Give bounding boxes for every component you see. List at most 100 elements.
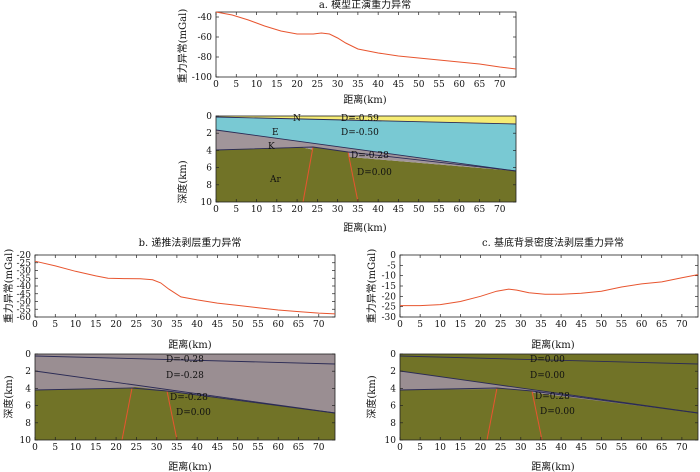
y-tick-label: -15: [382, 282, 397, 292]
layer-ar: [35, 387, 335, 440]
x-tick-label: 30: [332, 80, 344, 90]
x-tick-label: 70: [313, 320, 325, 330]
x-tick-label: 40: [191, 320, 203, 330]
basement-top-line: [399, 387, 699, 414]
x-tick-label: 10: [435, 320, 447, 330]
panel-a-gravity-plot: 0 5 10 15 20 25 30 35 40 45 50 55 60 65 70 -40 -60 -80 -10…: [192, 11, 517, 90]
k-top-line: [399, 370, 699, 414]
x-tick-label: 10: [70, 443, 82, 453]
y-tick-label: 4: [206, 146, 212, 156]
y-tick-label: 2: [206, 129, 212, 139]
x-tick-label: 55: [616, 320, 628, 330]
x-tick-label: 45: [393, 80, 405, 90]
x-tick-label: 30: [151, 443, 163, 453]
e-top-line: [215, 116, 517, 125]
y-tick-label: -30: [382, 313, 397, 323]
x-tick-label: 10: [70, 320, 82, 330]
y-tick-label: 8: [206, 181, 212, 191]
gravity-anomaly-curve: [400, 274, 699, 307]
panel-a-gravity-ylabel: 重力异常(mGal): [176, 9, 189, 84]
y-tick-label: 0: [206, 112, 212, 122]
x-tick-label: 70: [494, 205, 506, 215]
plot-frame: [34, 353, 336, 441]
x-tick-label: 35: [535, 443, 547, 453]
x-tick-label: 70: [676, 320, 688, 330]
y-tick-label: 4: [390, 384, 396, 394]
y-tick-label: -40: [17, 282, 32, 292]
density-label-2: D=0.00: [530, 371, 565, 381]
y-tick-label: -20: [382, 292, 397, 302]
x-tick-label: 45: [575, 320, 587, 330]
panel-b-gravity-plot: 0 5 10 15 20 25 30 35 40 45 50 55 60 65 70 -20-25-30-35…: [17, 251, 336, 330]
density-label-1: D=-0.28: [166, 355, 204, 365]
fault-right: [531, 390, 543, 441]
x-tick-label: 25: [495, 320, 507, 330]
fault-left: [121, 387, 133, 441]
x-tick-label: 50: [596, 320, 608, 330]
fault-right: [347, 151, 359, 203]
k-top-line: [34, 370, 336, 414]
basement-high: [303, 147, 358, 202]
density-label-e: D=-0.50: [341, 128, 379, 138]
k-top-line: [215, 129, 517, 172]
x-tick-label: 45: [212, 443, 224, 453]
density-label-ar: D=0.00: [357, 168, 392, 178]
x-tick-label: 45: [212, 320, 224, 330]
y-tick-label: -5: [387, 261, 396, 271]
y-tick-label: 6: [390, 402, 396, 412]
basement-top-line: [215, 146, 517, 172]
x-tick-label: 60: [636, 443, 648, 453]
x-tick-label: 50: [413, 80, 425, 90]
x-tick-label: 60: [454, 205, 466, 215]
panel-c-section-ylabel: 深度(km): [365, 375, 378, 418]
panel-c-gravity-xlabel: 距离(km): [531, 338, 574, 351]
y-tick-label: 8: [25, 419, 31, 429]
panel-c-gravity-ylabel: 重力异常(mGal): [365, 249, 378, 324]
x-tick-label: 35: [171, 443, 183, 453]
layer-label-e: E: [272, 128, 279, 138]
x-tick-label: 25: [131, 443, 143, 453]
plot-frame: [34, 254, 336, 318]
x-tick-label: 0: [32, 443, 38, 453]
panel-c-gravity-plot: 0 5 10 15 20 25 30 35 40 45 50 55 60 65 700-5-10-15-20…: [382, 251, 699, 330]
x-tick-label: 20: [110, 320, 122, 330]
x-tick-label: 5: [52, 320, 58, 330]
y-tick-label: 8: [390, 419, 396, 429]
y-tick-label: 2: [25, 367, 31, 377]
x-tick-label: 30: [515, 320, 527, 330]
x-tick-label: 15: [455, 320, 467, 330]
x-tick-label: 10: [435, 443, 447, 453]
x-tick-label: 30: [332, 205, 344, 215]
e-top-line: [34, 355, 336, 365]
y-tick-label: 0: [390, 350, 396, 360]
y-tick-label: 4: [25, 384, 31, 394]
layer-label-k: K: [268, 142, 275, 152]
density-label-k: D=-0.28: [351, 151, 389, 161]
x-tick-label: 5: [417, 320, 423, 330]
x-tick-label: 40: [372, 205, 384, 215]
x-tick-label: 0: [213, 80, 219, 90]
x-tick-label: 15: [90, 443, 102, 453]
y-tick-label: 6: [206, 164, 212, 174]
x-tick-label: 40: [191, 443, 203, 453]
y-tick-label: 10: [385, 436, 397, 446]
y-tick-label: 6: [25, 402, 31, 412]
y-tick-label: -45: [17, 290, 32, 300]
fault-left: [302, 146, 314, 203]
x-tick-label: 15: [90, 320, 102, 330]
fault-left: [486, 387, 498, 441]
density-label-3: D=-0.28: [170, 393, 208, 403]
density-label-2: D=-0.28: [166, 371, 204, 381]
x-tick-label: 50: [596, 443, 608, 453]
x-tick-label: 5: [233, 80, 239, 90]
x-tick-label: 20: [475, 320, 487, 330]
panel-a-section-xlabel: 距离(km): [343, 221, 386, 234]
e-top-line: [399, 355, 699, 365]
panel-a-gravity-xlabel: 距离(km): [343, 93, 386, 106]
panel-c-section-plot: 0 5 10 15 20 25 30 35 40 45 50 55 60 65 70 0 2 4 6 8 10: [385, 350, 699, 453]
panel-a-section-plot: 0 5 10 15 20 25 30 35 40 45 50 55 60 65 70 0 2 4 6 8 10: [201, 112, 517, 215]
panel-c-section-xlabel: 距离(km): [531, 460, 574, 472]
panel-a-section-ylabel: 深度(km): [176, 160, 189, 203]
y-tick-label: -60: [17, 313, 32, 323]
x-tick-label: 70: [676, 443, 688, 453]
